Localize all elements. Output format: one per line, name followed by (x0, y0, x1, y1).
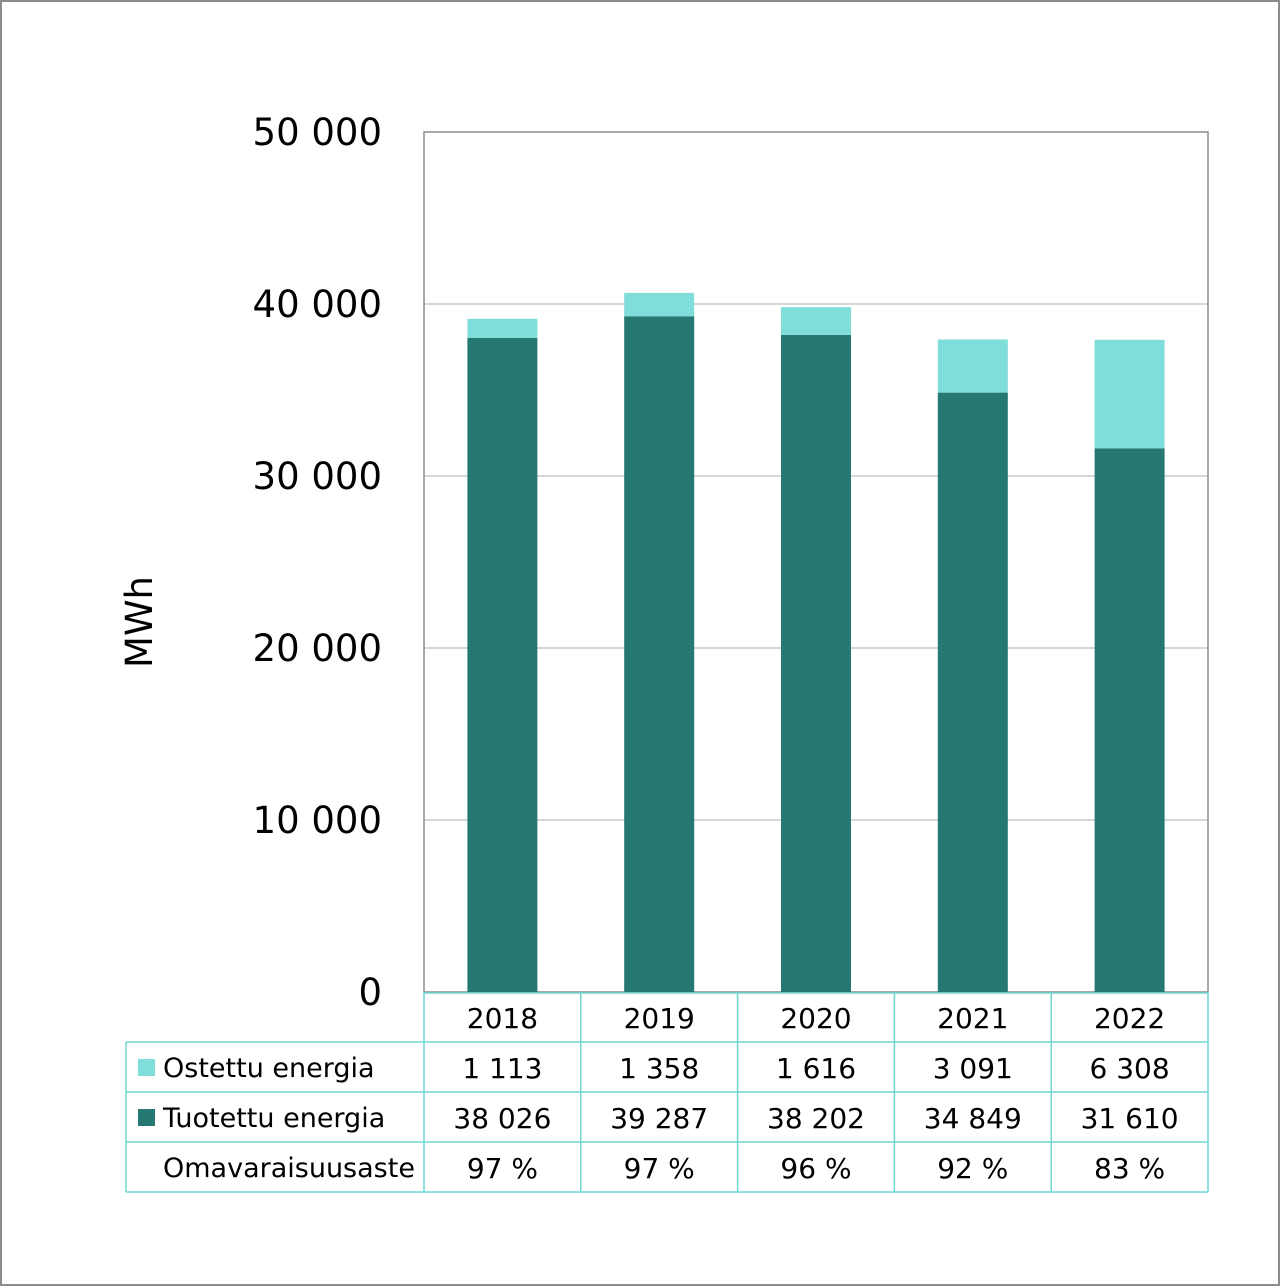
bar-tuotettu-energia-2022 (1094, 448, 1165, 993)
bar-tuotettu-energia-2020 (781, 334, 851, 992)
x-tick-label: 2020 (780, 1002, 851, 1035)
bar-ostettu-energia-2020 (781, 307, 851, 335)
data-table: 2018 2019 2020 2021 2022 Ostettu energia 1 113… (125, 992, 1209, 1193)
data-label: 3 091 (933, 1052, 1013, 1085)
y-axis-ticks: 0 10 000 20 000 30 000 40 000 50 000 (253, 111, 382, 1014)
y-tick-label: 30 000 (253, 455, 382, 498)
data-label: 97 % (467, 1152, 538, 1185)
y-tick-label: 10 000 (253, 799, 382, 842)
x-tick-label: 2018 (467, 1002, 538, 1035)
y-tick-label: 50 000 (253, 111, 382, 154)
table-row-label: Ostettu energia (163, 1053, 375, 1084)
data-label: 34 849 (924, 1102, 1022, 1135)
data-label: 97 % (624, 1152, 695, 1185)
bar-tuotettu-energia-2018 (467, 337, 538, 993)
legend-swatch (138, 1059, 155, 1076)
bar-ostettu-energia-2022 (1094, 339, 1165, 449)
x-tick-label: 2022 (1094, 1002, 1165, 1035)
data-label: 1 113 (462, 1052, 542, 1085)
x-tick-label: 2021 (937, 1002, 1008, 1035)
table-row-label: Omavaraisuusaste (163, 1153, 415, 1184)
bars (467, 292, 1165, 993)
data-label: 6 308 (1090, 1052, 1170, 1085)
data-label: 38 202 (767, 1102, 865, 1135)
y-axis-label: MWh (118, 576, 161, 668)
data-label: 92 % (937, 1152, 1008, 1185)
y-tick-label: 40 000 (253, 283, 382, 326)
data-label: 39 287 (610, 1102, 708, 1135)
x-tick-label: 2019 (624, 1002, 695, 1035)
bar-tuotettu-energia-2019 (624, 316, 695, 992)
bar-ostettu-energia-2021 (937, 339, 1008, 393)
y-tick-label: 0 (358, 971, 382, 1014)
data-label: 1 616 (776, 1052, 856, 1085)
data-label: 83 % (1094, 1152, 1165, 1185)
data-label: 1 358 (619, 1052, 699, 1085)
data-label: 31 610 (1081, 1102, 1179, 1135)
y-tick-label: 20 000 (253, 627, 382, 670)
legend-swatch (138, 1109, 155, 1126)
data-label: 96 % (780, 1152, 851, 1185)
bar-ostettu-energia-2019 (624, 292, 695, 317)
bar-tuotettu-energia-2021 (937, 392, 1008, 993)
table-row-label: Tuotettu energia (162, 1103, 385, 1134)
bar-ostettu-energia-2018 (467, 318, 538, 338)
data-label: 38 026 (453, 1102, 551, 1135)
